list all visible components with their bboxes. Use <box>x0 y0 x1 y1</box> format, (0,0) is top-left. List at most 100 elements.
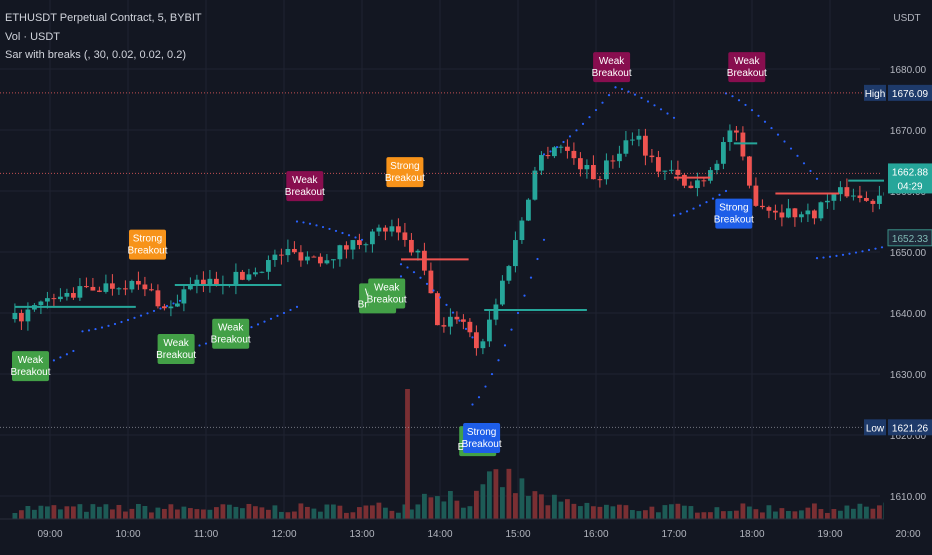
candle[interactable] <box>51 298 57 300</box>
candle[interactable] <box>116 288 122 290</box>
candle[interactable] <box>58 296 63 300</box>
candle[interactable] <box>64 293 70 297</box>
candle[interactable] <box>350 240 356 250</box>
candle[interactable] <box>194 279 200 286</box>
candle[interactable] <box>474 332 479 349</box>
candle[interactable] <box>584 165 590 170</box>
candle[interactable] <box>786 208 791 218</box>
candle[interactable] <box>545 155 551 157</box>
candle[interactable] <box>838 187 843 195</box>
candle[interactable] <box>669 169 674 171</box>
candle[interactable] <box>201 279 206 285</box>
sar-indicator-title[interactable]: Sar with breaks (, 30, 0.02, 0.02, 0.2) <box>5 49 186 61</box>
candle[interactable] <box>357 240 362 245</box>
candle[interactable] <box>747 156 752 186</box>
candle[interactable] <box>376 227 382 232</box>
candle[interactable] <box>25 309 31 322</box>
candle[interactable] <box>259 271 265 273</box>
candle[interactable] <box>753 185 759 206</box>
candle[interactable] <box>682 174 687 186</box>
candle[interactable] <box>103 283 109 292</box>
candle[interactable] <box>779 212 785 218</box>
candle[interactable] <box>526 199 531 221</box>
symbol-title[interactable]: ETHUSDT Perpetual Contract, 5, BYBIT <box>5 12 202 24</box>
candle[interactable] <box>675 169 681 175</box>
candle[interactable] <box>272 254 278 261</box>
candle[interactable] <box>383 227 388 232</box>
candle[interactable] <box>571 150 577 159</box>
candle[interactable] <box>552 147 557 157</box>
candle[interactable] <box>162 306 167 309</box>
candle[interactable] <box>448 316 453 327</box>
candle[interactable] <box>864 197 869 201</box>
candle[interactable] <box>441 325 447 327</box>
candle[interactable] <box>695 180 700 189</box>
candle[interactable] <box>129 280 135 290</box>
candle[interactable] <box>565 146 570 151</box>
candle[interactable] <box>279 254 284 256</box>
candle[interactable] <box>253 272 258 275</box>
candle[interactable] <box>610 160 616 162</box>
candle[interactable] <box>643 135 648 156</box>
candle[interactable] <box>123 288 128 290</box>
candle[interactable] <box>656 157 661 172</box>
candle[interactable] <box>363 244 369 246</box>
candle[interactable] <box>168 306 174 309</box>
candle[interactable] <box>578 158 583 170</box>
candle[interactable] <box>12 312 18 320</box>
candle[interactable] <box>851 195 856 197</box>
candle[interactable] <box>97 290 102 292</box>
candle[interactable] <box>311 256 317 258</box>
candle[interactable] <box>721 142 726 164</box>
candle[interactable] <box>480 341 486 349</box>
candle[interactable] <box>142 284 148 290</box>
candle[interactable] <box>792 208 798 218</box>
candle[interactable] <box>233 271 239 285</box>
candle[interactable] <box>38 301 44 306</box>
price-axis[interactable] <box>884 0 932 550</box>
candle[interactable] <box>701 180 707 182</box>
candle[interactable] <box>688 185 694 189</box>
candle[interactable] <box>740 132 746 157</box>
candle[interactable] <box>877 195 882 204</box>
candle[interactable] <box>77 286 83 298</box>
candle[interactable] <box>649 155 655 158</box>
candle[interactable] <box>240 271 245 280</box>
candle[interactable] <box>370 231 375 245</box>
candle[interactable] <box>422 250 427 271</box>
candle[interactable] <box>207 278 213 285</box>
candle[interactable] <box>155 290 161 307</box>
candle[interactable] <box>539 155 544 171</box>
candle[interactable] <box>435 293 440 326</box>
candle[interactable] <box>857 195 863 198</box>
candle[interactable] <box>760 205 765 208</box>
candle[interactable] <box>84 286 89 288</box>
candle[interactable] <box>844 187 850 197</box>
candle[interactable] <box>318 256 323 264</box>
candle[interactable] <box>285 248 291 256</box>
candle[interactable] <box>532 170 538 200</box>
candle[interactable] <box>344 245 349 250</box>
candle[interactable] <box>409 239 414 253</box>
candle[interactable] <box>591 165 596 180</box>
candle[interactable] <box>831 194 837 201</box>
candle[interactable] <box>766 207 772 211</box>
candle[interactable] <box>331 259 336 261</box>
candle[interactable] <box>623 140 629 154</box>
candle[interactable] <box>597 179 603 181</box>
candle[interactable] <box>214 278 219 286</box>
time-axis[interactable] <box>0 519 884 550</box>
candle[interactable] <box>630 139 635 141</box>
candle[interactable] <box>487 319 492 342</box>
candle[interactable] <box>136 280 141 285</box>
candle[interactable] <box>734 130 739 133</box>
candle[interactable] <box>402 232 408 240</box>
